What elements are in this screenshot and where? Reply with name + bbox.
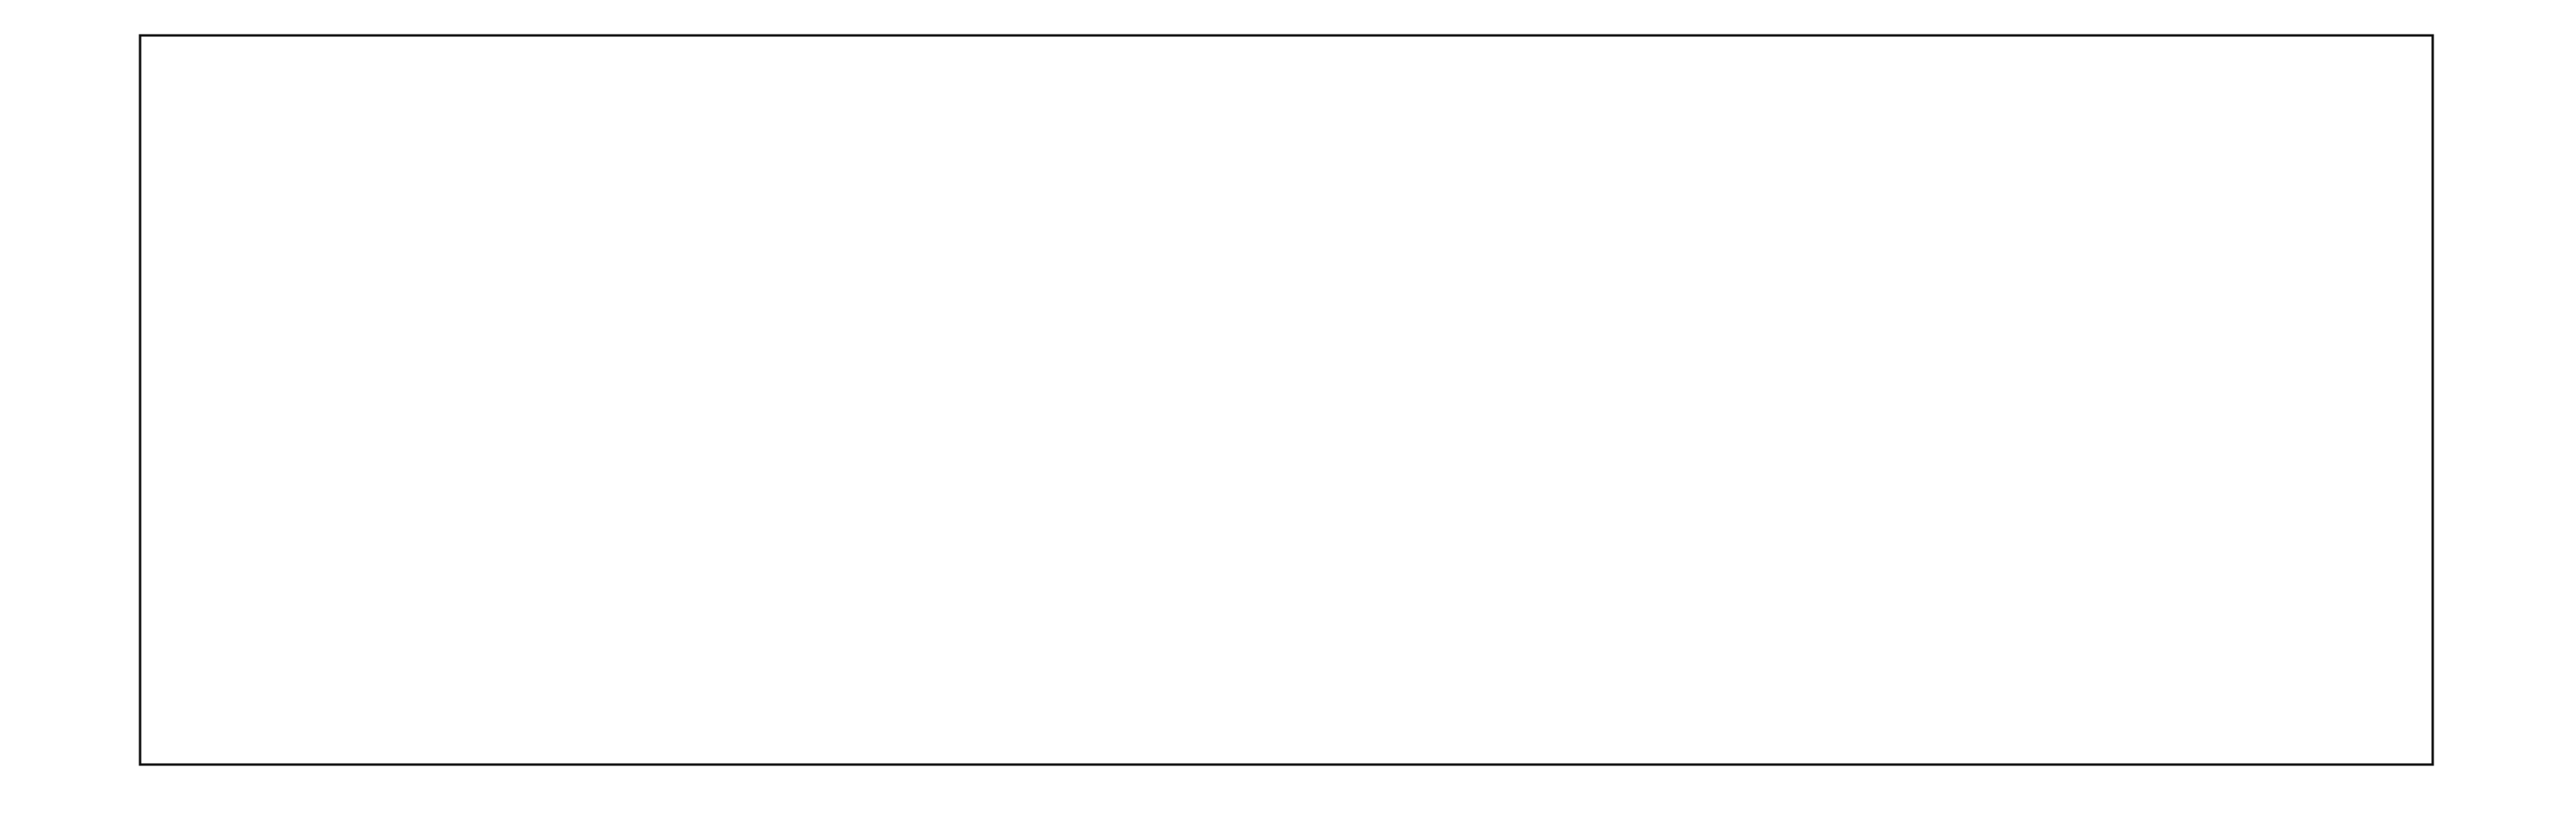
plot-frame [138, 34, 2434, 766]
